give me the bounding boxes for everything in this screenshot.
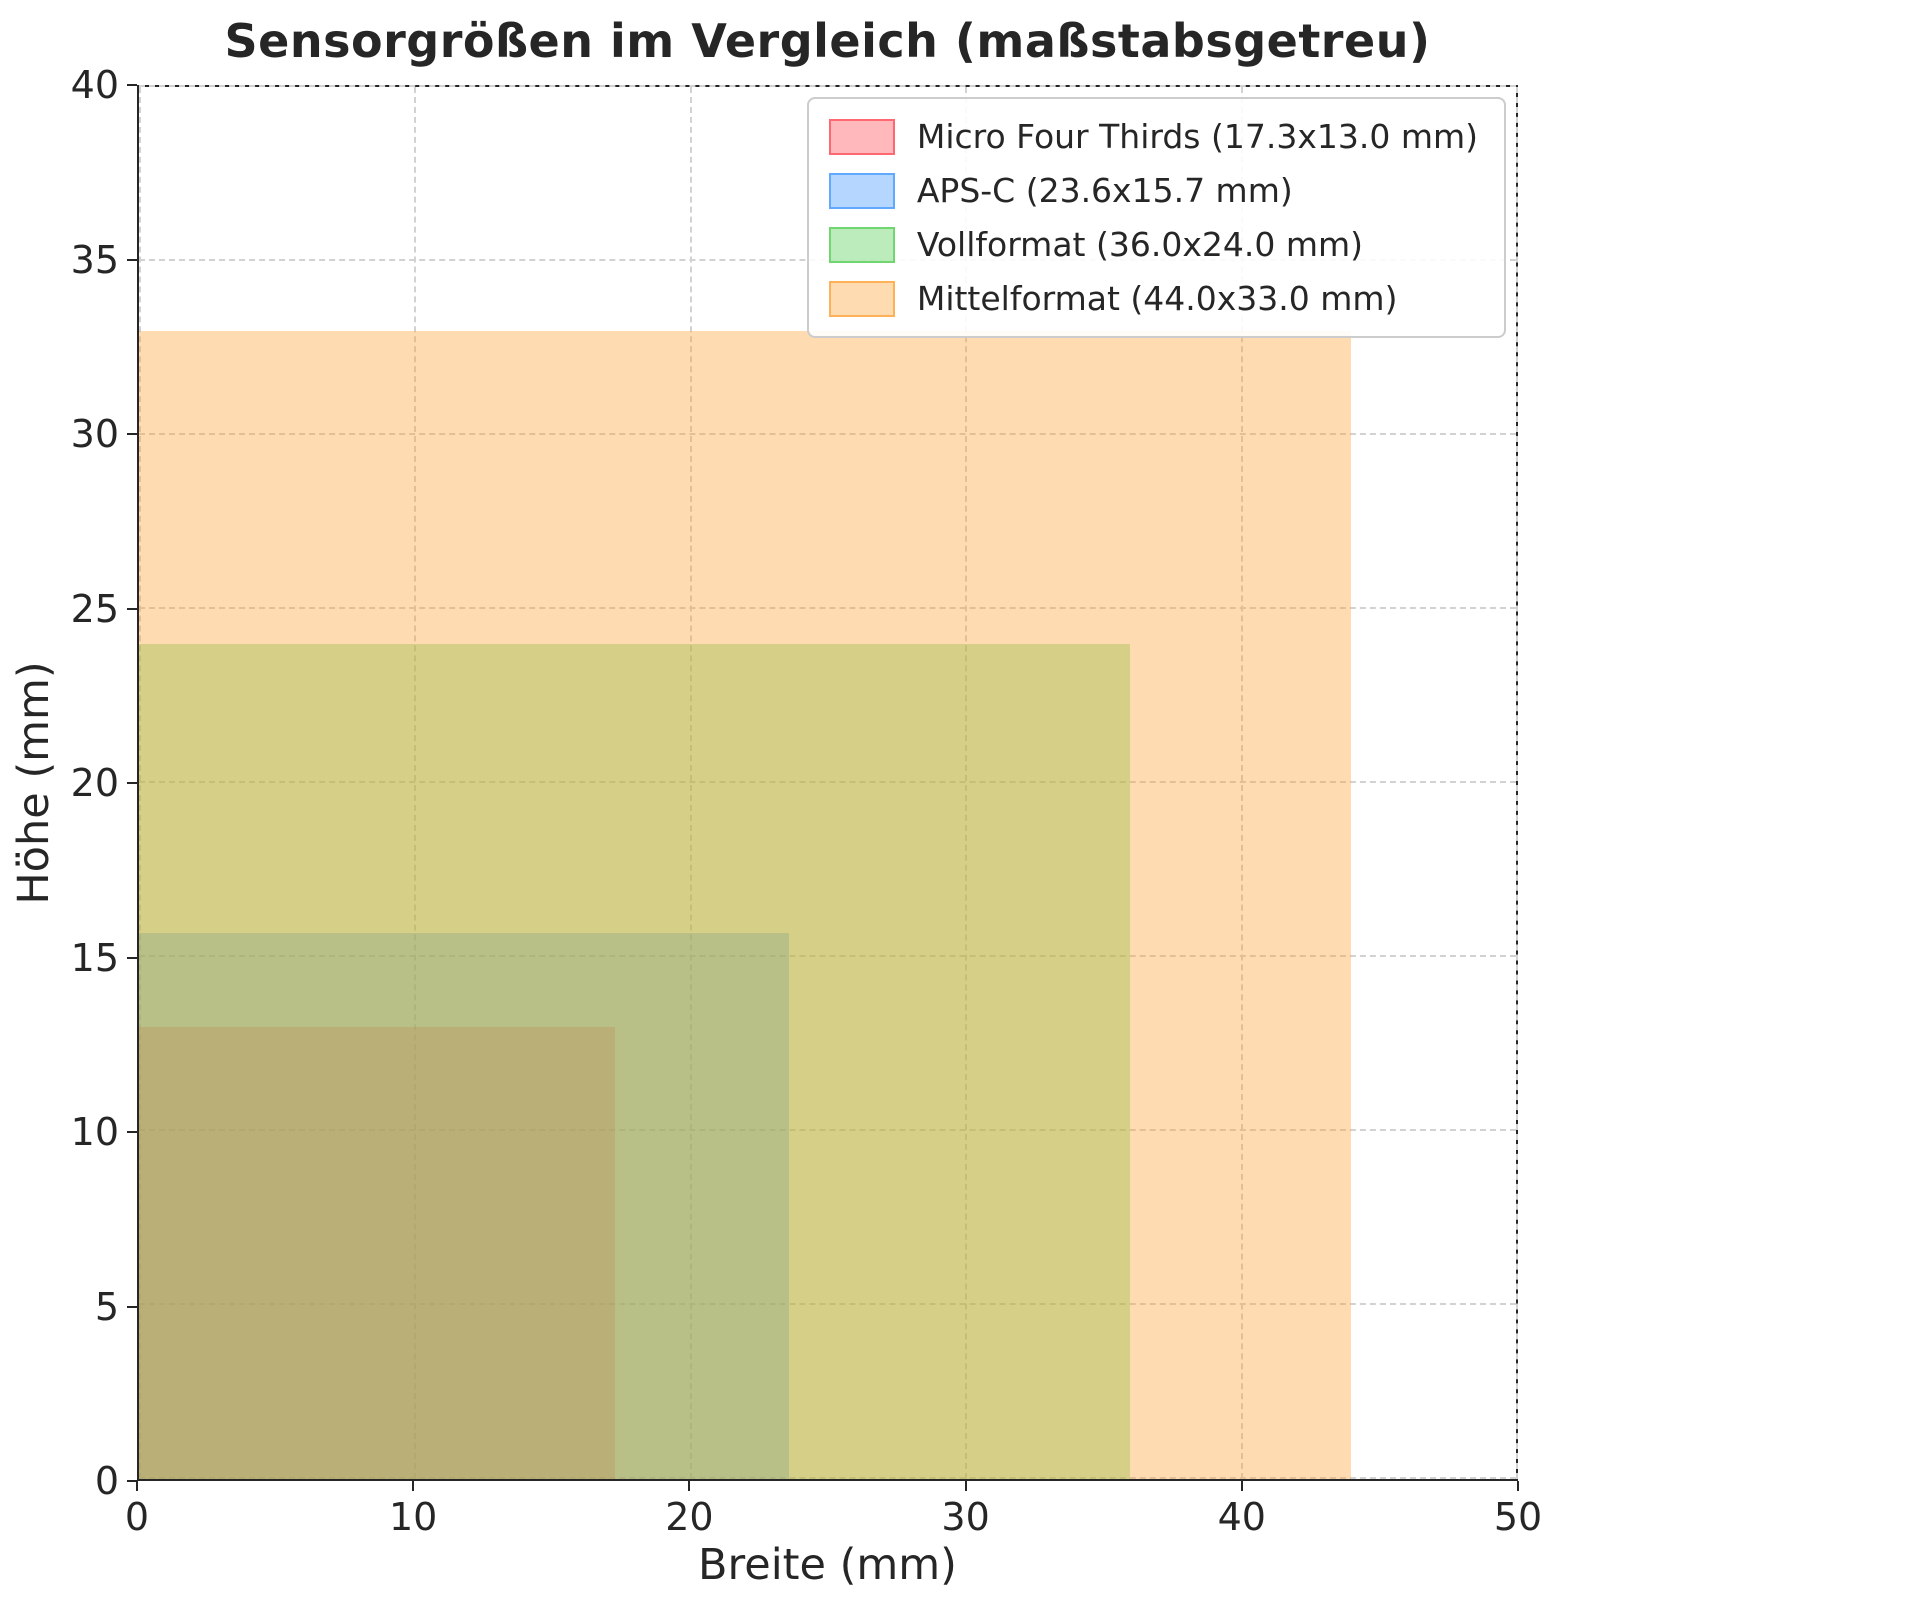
chart-title: Sensorgrößen im Vergleich (maßstabsgetre…: [224, 14, 1431, 68]
x-tick-label: 40: [1217, 1495, 1266, 1539]
gridline-horizontal: [139, 85, 1516, 87]
x-tick-label: 30: [941, 1495, 990, 1539]
legend-swatch: [828, 280, 895, 317]
gridline-horizontal: [139, 1129, 1516, 1131]
gridline-horizontal: [139, 781, 1516, 783]
gridline-horizontal: [139, 955, 1516, 957]
x-tick-mark: [964, 1481, 967, 1491]
x-tick-mark: [1240, 1481, 1243, 1491]
gridline-vertical: [689, 87, 692, 1479]
y-tick-mark: [127, 956, 137, 959]
legend-label: APS-C (23.6x15.7 mm): [916, 171, 1293, 210]
legend-label: Micro Four Thirds (17.3x13.0 mm): [916, 117, 1478, 156]
gridline-vertical: [1516, 87, 1518, 1479]
x-tick-mark: [136, 1481, 138, 1491]
gridline-horizontal: [139, 1303, 1516, 1305]
x-tick-label: 0: [124, 1495, 150, 1539]
x-tick-label: 10: [389, 1495, 438, 1539]
y-tick-label: 10: [70, 1110, 119, 1154]
legend-swatch: [828, 226, 895, 263]
x-tick-mark: [1517, 1481, 1519, 1491]
y-axis-label: Höhe (mm): [9, 661, 59, 905]
y-tick-label: 20: [70, 761, 119, 805]
x-tick-mark: [412, 1481, 415, 1491]
legend-label: Vollformat (36.0x24.0 mm): [916, 225, 1363, 264]
gridline-horizontal: [139, 607, 1516, 609]
y-tick-mark: [127, 607, 137, 610]
y-tick-mark: [127, 433, 137, 435]
y-tick-label: 40: [70, 63, 119, 107]
sensor-rect: [139, 643, 1131, 1479]
y-axis: 0 5 10 15 20 25 30 35 40: [0, 63, 137, 1503]
gridline-vertical: [414, 87, 417, 1479]
y-tick-label: 5: [94, 1284, 119, 1329]
y-tick-label: 15: [70, 935, 119, 980]
y-tick-label: 30: [70, 412, 119, 456]
plot-area: Micro Four Thirds (17.3x13.0 mm) APS-C (…: [137, 85, 1518, 1481]
legend-swatch: [828, 172, 895, 209]
sensor-rect: [139, 1026, 616, 1479]
y-tick-label: 0: [94, 1459, 119, 1503]
y-tick-mark: [127, 1480, 137, 1482]
gridline-horizontal: [139, 1477, 1516, 1479]
y-tick-label: 25: [70, 586, 119, 631]
legend: Micro Four Thirds (17.3x13.0 mm) APS-C (…: [806, 97, 1506, 338]
y-tick-mark: [127, 1305, 137, 1308]
legend-label: Mittelformat (44.0x33.0 mm): [916, 279, 1398, 318]
legend-item: Micro Four Thirds (17.3x13.0 mm): [828, 117, 1478, 156]
x-tick-label: 20: [665, 1495, 714, 1539]
gridline-vertical: [1240, 87, 1243, 1479]
x-tick-label: 50: [1493, 1495, 1543, 1539]
x-axis: 0 10 20 30 40 50: [125, 1481, 1542, 1551]
legend-swatch: [828, 118, 895, 155]
legend-item: APS-C (23.6x15.7 mm): [828, 171, 1478, 210]
gridline-horizontal: [139, 433, 1516, 435]
y-tick-mark: [127, 1131, 137, 1133]
sensor-rect: [139, 330, 1351, 1479]
x-axis-label: Breite (mm): [698, 1540, 957, 1590]
y-tick-mark: [127, 258, 137, 261]
gridline-vertical: [139, 87, 141, 1479]
y-tick-mark: [127, 84, 137, 86]
sensor-rect: [139, 932, 789, 1479]
legend-item: Mittelformat (44.0x33.0 mm): [828, 279, 1478, 318]
legend-item: Vollformat (36.0x24.0 mm): [828, 225, 1478, 264]
y-tick-mark: [127, 782, 137, 784]
gridline-vertical: [965, 87, 968, 1479]
x-tick-mark: [688, 1481, 691, 1491]
y-tick-label: 35: [70, 237, 119, 282]
